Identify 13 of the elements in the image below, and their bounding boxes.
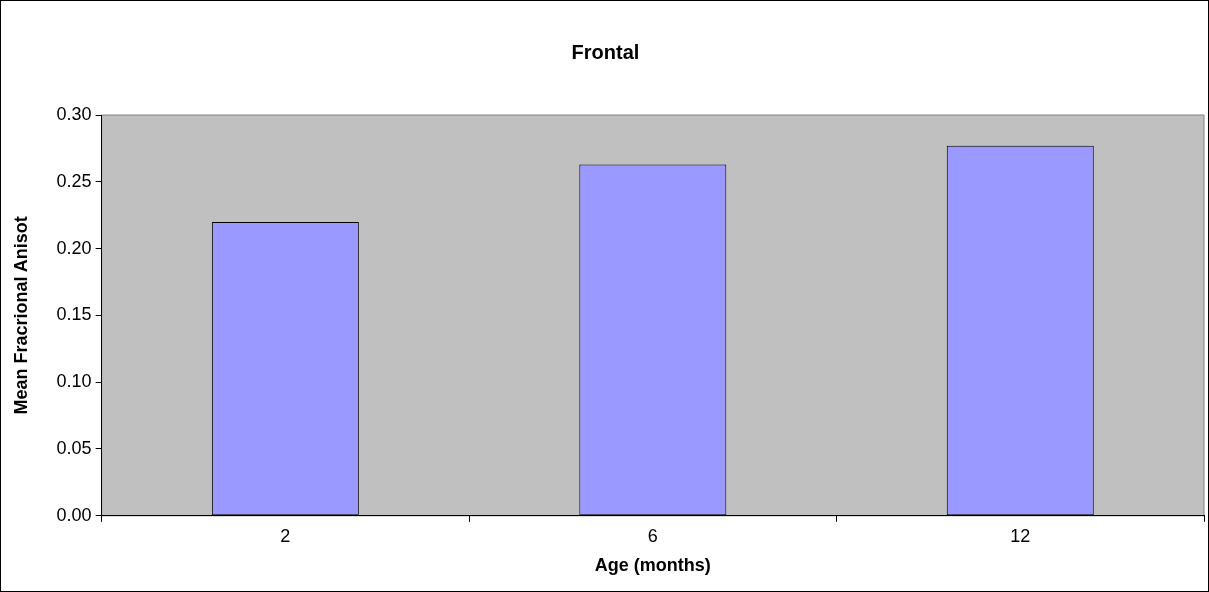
y-tick-label: 0.15 bbox=[56, 304, 92, 325]
x-axis-title: Age (months) bbox=[594, 555, 711, 576]
y-tick-label: 0.00 bbox=[56, 504, 92, 525]
chart-title: Frontal bbox=[571, 40, 640, 63]
x-tick-label: 12 bbox=[1010, 525, 1031, 546]
x-tick-label: 2 bbox=[280, 525, 291, 546]
y-tick-label: 0.25 bbox=[56, 170, 92, 191]
y-tick-label: 0.30 bbox=[56, 103, 92, 124]
y-tick-label: 0.20 bbox=[56, 237, 92, 258]
y-tick-label: 0.10 bbox=[56, 371, 92, 392]
y-axis-title: Mean Fracrional Anisot bbox=[10, 216, 31, 415]
x-tick-label: 6 bbox=[647, 525, 658, 546]
y-tick-label: 0.05 bbox=[56, 437, 92, 458]
